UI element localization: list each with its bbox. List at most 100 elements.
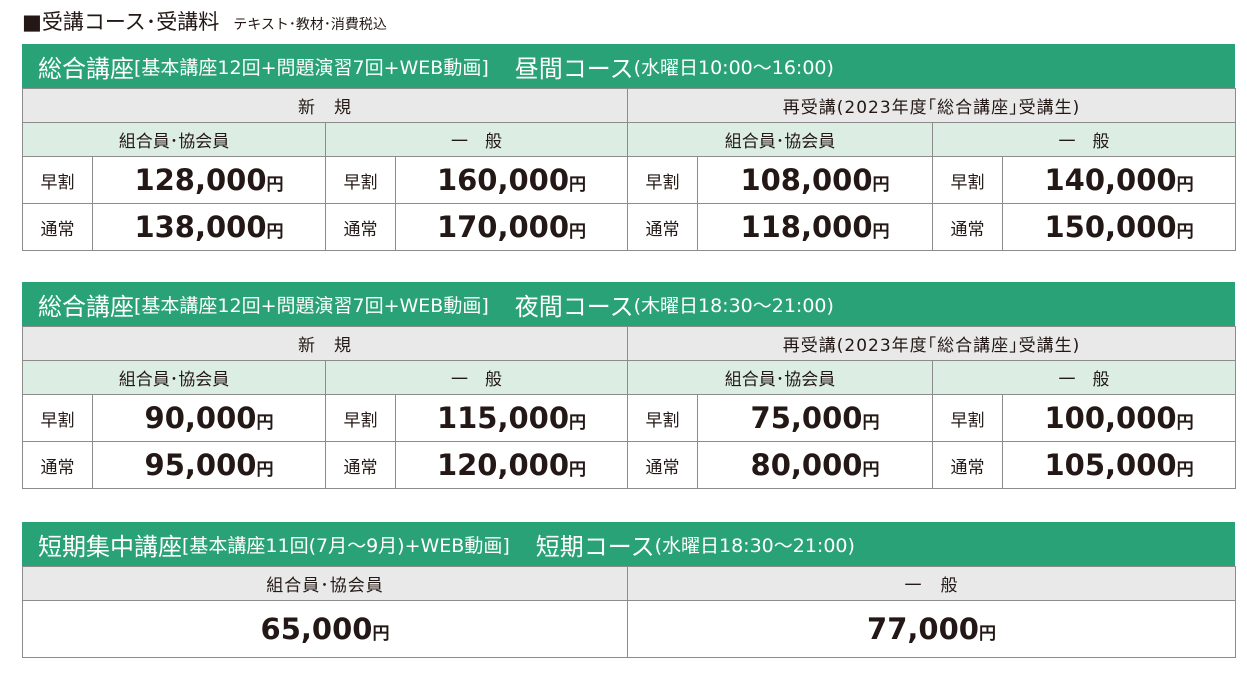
course-name: 総合講座: [38, 54, 134, 83]
yen-unit: 円: [266, 222, 284, 242]
page-heading: ■受講コース･受講料 テキスト･教材･消費税込: [22, 6, 387, 36]
regular-label: 通常: [22, 203, 93, 251]
price-cell: 115,000円: [395, 394, 628, 442]
fee-table: 新 規 再受講(2023年度｢総合講座｣受講生) 組合員･協会員 一 般 組合員…: [22, 88, 1237, 251]
price-amount: 77,000: [867, 612, 979, 646]
yen-unit: 円: [1176, 175, 1194, 195]
subcategory-member: 組合員･協会員: [627, 360, 933, 395]
early-discount-label: 早割: [627, 394, 698, 442]
subcategory-general: 一 般: [931, 122, 1237, 157]
category-retake: 再受講(2023年度｢総合講座｣受講生): [626, 88, 1237, 123]
subcategory-member: 組合員･協会員: [22, 566, 628, 601]
early-discount-label: 早割: [22, 394, 93, 442]
yen-unit: 円: [978, 624, 996, 644]
regular-label: 通常: [932, 441, 1003, 489]
price-amount: 100,000: [1044, 401, 1177, 435]
regular-label: 通常: [627, 203, 698, 251]
yen-unit: 円: [1176, 413, 1194, 433]
course-name: 総合講座: [38, 292, 134, 321]
regular-label: 通常: [932, 203, 1003, 251]
price-amount: 108,000: [740, 163, 873, 197]
tax-note: テキスト･教材･消費税込: [233, 17, 387, 33]
price-cell: 100,000円: [1001, 394, 1237, 442]
course-header: 短期集中講座 [基本講座11回(7月～9月)+WEB動画] 短期コース (水曜日…: [22, 522, 1235, 566]
price-amount: 138,000: [134, 210, 267, 244]
price-cell: 138,000円: [92, 203, 326, 251]
table-row: 早割 128,000円 早割 160,000円 早割 108,000円 早割 1…: [22, 156, 1237, 204]
early-discount-label: 早割: [325, 394, 396, 442]
category-new: 新 規: [22, 88, 628, 123]
subcategory-member: 組合員･協会員: [22, 122, 326, 157]
course-name: 短期集中講座: [38, 532, 182, 561]
early-discount-label: 早割: [22, 156, 93, 204]
fee-table: 組合員･協会員 一 般 65,000円 77,000円: [22, 566, 1236, 658]
price-amount: 65,000: [260, 612, 373, 646]
price-cell: 118,000円: [697, 203, 933, 251]
price-amount: 105,000: [1044, 448, 1177, 482]
price-amount: 75,000: [750, 401, 863, 435]
regular-label: 通常: [627, 441, 698, 489]
table-row: 65,000円 77,000円: [22, 600, 1236, 658]
price-cell: 120,000円: [395, 441, 628, 489]
category-new: 新 規: [22, 326, 628, 361]
regular-label: 通常: [325, 441, 396, 489]
price-cell: 150,000円: [1001, 203, 1237, 251]
price-cell: 108,000円: [697, 156, 933, 204]
course-schedule: (水曜日18:30～21:00): [654, 534, 855, 557]
price-cell: 75,000円: [697, 394, 933, 442]
yen-unit: 円: [1176, 222, 1194, 242]
subcategory-general: 一 般: [627, 566, 1236, 601]
course-detail: [基本講座12回+問題演習7回+WEB動画]: [134, 56, 489, 79]
subcategory-general: 一 般: [931, 360, 1237, 395]
course-header: 総合講座 [基本講座12回+問題演習7回+WEB動画] 夜間コース (木曜日18…: [22, 282, 1235, 326]
price-cell: 128,000円: [92, 156, 326, 204]
yen-unit: 円: [372, 624, 390, 644]
yen-unit: 円: [569, 460, 587, 480]
yen-unit: 円: [1176, 460, 1194, 480]
price-cell: 90,000円: [92, 394, 326, 442]
price-amount: 128,000: [134, 163, 267, 197]
price-cell: 140,000円: [1001, 156, 1237, 204]
course-detail: [基本講座12回+問題演習7回+WEB動画]: [134, 294, 489, 317]
page-title: ■受講コース･受講料: [22, 10, 220, 34]
price-amount: 140,000: [1044, 163, 1177, 197]
subcategory-member: 組合員･協会員: [627, 122, 933, 157]
price-cell: 95,000円: [92, 441, 326, 489]
category-retake: 再受講(2023年度｢総合講座｣受講生): [626, 326, 1237, 361]
subcategory-general: 一 般: [325, 360, 628, 395]
early-discount-label: 早割: [932, 394, 1003, 442]
yen-unit: 円: [862, 460, 880, 480]
price-amount: 118,000: [740, 210, 873, 244]
price-amount: 160,000: [436, 163, 570, 197]
early-discount-label: 早割: [932, 156, 1003, 204]
price-cell: 77,000円: [627, 600, 1236, 658]
daytime-course-block: 総合講座 [基本講座12回+問題演習7回+WEB動画] 昼間コース (水曜日10…: [22, 44, 1237, 251]
yen-unit: 円: [872, 175, 890, 195]
regular-label: 通常: [22, 441, 93, 489]
yen-unit: 円: [256, 460, 274, 480]
yen-unit: 円: [256, 413, 274, 433]
early-discount-label: 早割: [627, 156, 698, 204]
course-type: 夜間コース: [514, 292, 634, 321]
evening-course-block: 総合講座 [基本講座12回+問題演習7回+WEB動画] 夜間コース (木曜日18…: [22, 282, 1237, 489]
price-amount: 150,000: [1044, 210, 1177, 244]
course-type: 昼間コース: [514, 54, 634, 83]
price-amount: 120,000: [436, 448, 570, 482]
price-cell: 105,000円: [1001, 441, 1237, 489]
table-row: 通常 95,000円 通常 120,000円 通常 80,000円 通常 105…: [22, 441, 1237, 489]
price-cell: 160,000円: [395, 156, 628, 204]
course-header: 総合講座 [基本講座12回+問題演習7回+WEB動画] 昼間コース (水曜日10…: [22, 44, 1235, 88]
yen-unit: 円: [862, 413, 880, 433]
price-amount: 95,000: [144, 448, 257, 482]
course-detail: [基本講座11回(7月～9月)+WEB動画]: [182, 534, 510, 557]
price-amount: 170,000: [436, 210, 570, 244]
course-type: 短期コース: [535, 532, 655, 561]
subcategory-member: 組合員･協会員: [22, 360, 326, 395]
yen-unit: 円: [266, 175, 284, 195]
price-cell: 65,000円: [22, 600, 628, 658]
price-cell: 170,000円: [395, 203, 628, 251]
price-amount: 90,000: [144, 401, 257, 435]
yen-unit: 円: [569, 413, 587, 433]
yen-unit: 円: [872, 222, 890, 242]
fee-table: 新 規 再受講(2023年度｢総合講座｣受講生) 組合員･協会員 一 般 組合員…: [22, 326, 1237, 489]
